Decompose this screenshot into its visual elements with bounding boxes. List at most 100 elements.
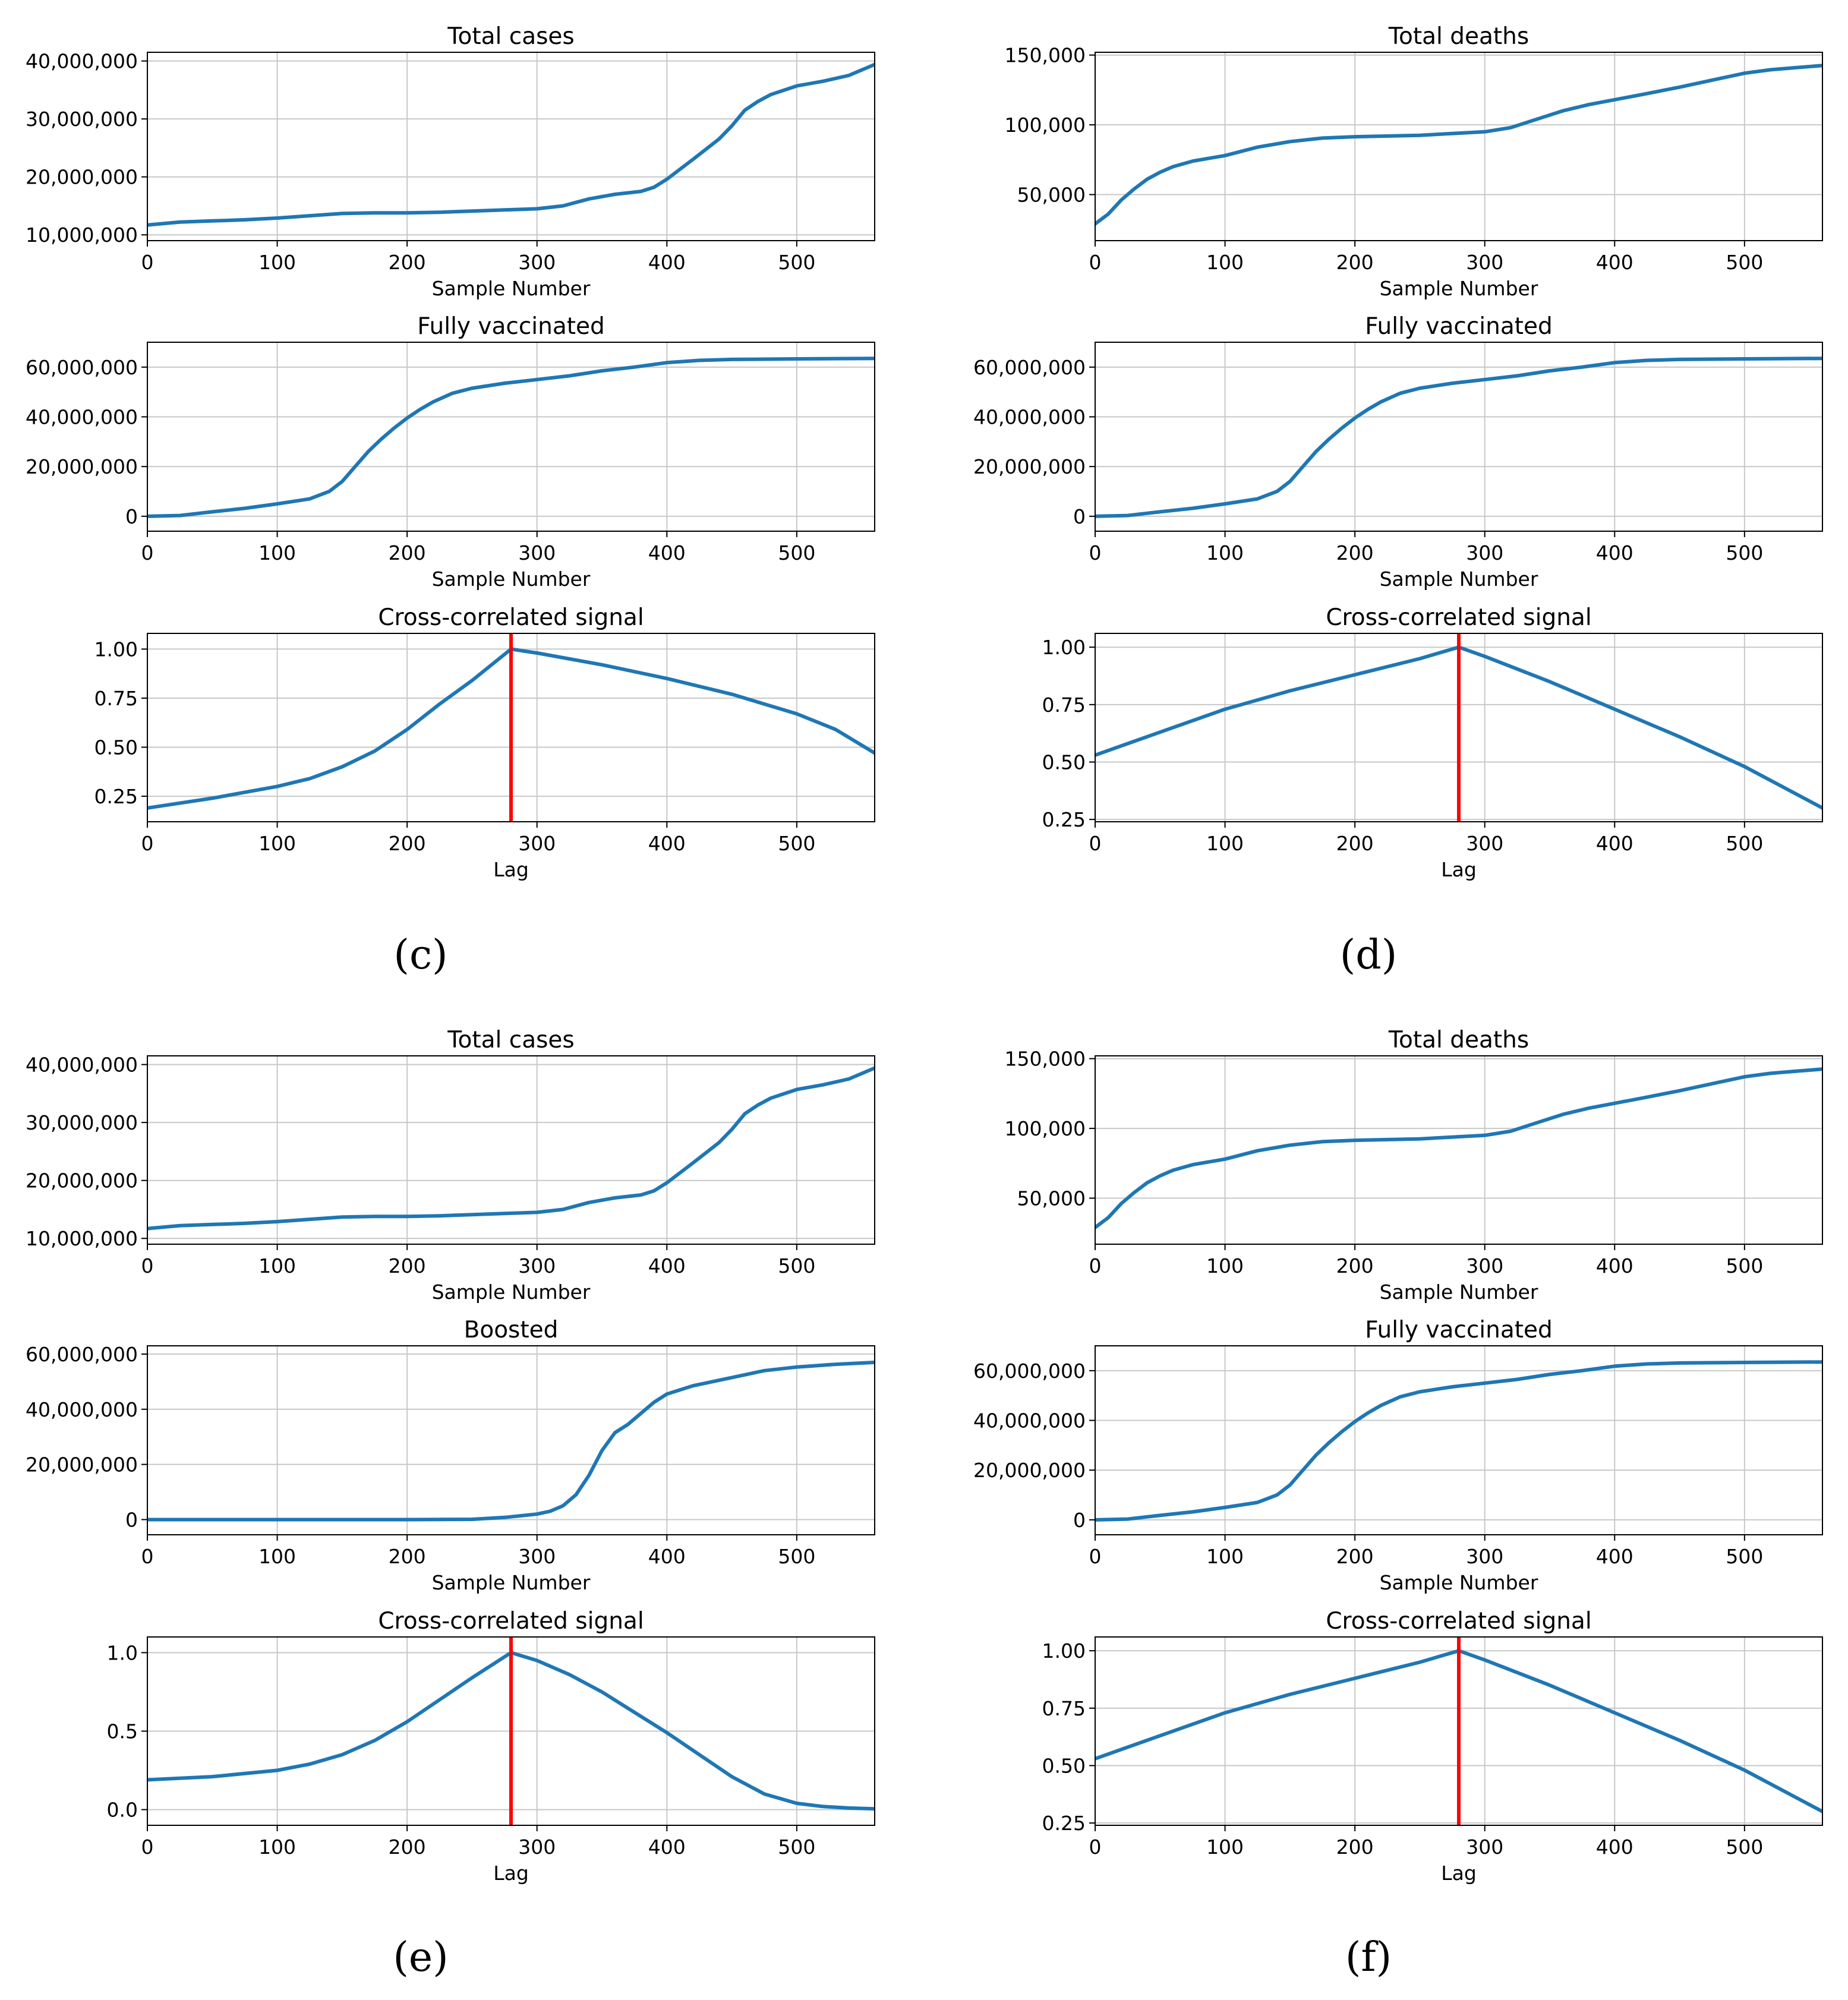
y-tick-label: 60,000,000 bbox=[26, 356, 138, 379]
y-tick-label: 20,000,000 bbox=[973, 1459, 1086, 1482]
axes-frame bbox=[1095, 1345, 1823, 1535]
x-axis-label: Lag bbox=[1441, 858, 1477, 881]
x-tick-label: 200 bbox=[389, 1835, 426, 1859]
x-tick-label: 100 bbox=[258, 541, 296, 564]
x-axis-label: Sample Number bbox=[1380, 567, 1538, 591]
x-axis-label: Sample Number bbox=[1380, 1571, 1538, 1594]
y-tick-label: 60,000,000 bbox=[26, 1343, 138, 1366]
x-tick-label: 200 bbox=[389, 541, 426, 564]
y-tick-label: 40,000,000 bbox=[26, 1053, 138, 1077]
y-tick-label: 30,000,000 bbox=[26, 108, 138, 131]
chart-panel: 0 100 200 300 400 500 0.25 0.50 0.75 1.00 Cross-co… bbox=[1042, 604, 1823, 881]
y-tick-label: 60,000,000 bbox=[973, 1359, 1086, 1383]
series-line bbox=[1095, 1360, 1822, 1522]
x-tick-label: 300 bbox=[518, 1835, 556, 1859]
x-tick-label: 300 bbox=[1466, 1835, 1503, 1859]
x-tick-label: 100 bbox=[258, 1545, 296, 1568]
series-line bbox=[147, 647, 875, 810]
y-tick-label: 0.0 bbox=[107, 1799, 138, 1822]
x-tick-label: 200 bbox=[389, 251, 426, 274]
x-tick-label: 200 bbox=[1336, 541, 1374, 564]
y-tick-label: 1.0 bbox=[107, 1641, 138, 1664]
x-tick-label: 400 bbox=[1596, 1545, 1633, 1568]
series-line bbox=[1095, 1067, 1822, 1229]
chart-title: Fully vaccinated bbox=[1365, 1317, 1553, 1343]
x-tick-label: 0 bbox=[141, 541, 154, 564]
x-tick-label: 300 bbox=[1466, 251, 1503, 274]
x-axis-label: Sample Number bbox=[432, 1571, 591, 1594]
axes-frame bbox=[147, 1345, 875, 1535]
x-tick-label: 400 bbox=[648, 832, 686, 855]
x-tick-label: 200 bbox=[389, 832, 426, 855]
y-tick-label: 1.00 bbox=[1042, 636, 1086, 659]
y-tick-label: 10,000,000 bbox=[26, 1227, 138, 1250]
x-axis-label: Lag bbox=[493, 1862, 529, 1885]
y-tick-label: 1.00 bbox=[94, 638, 138, 661]
y-tick-label: 1.00 bbox=[1042, 1639, 1086, 1663]
series-line bbox=[147, 357, 875, 518]
x-tick-label: 0 bbox=[1089, 1545, 1102, 1568]
series-line bbox=[147, 62, 875, 227]
y-tick-label: 40,000,000 bbox=[26, 406, 138, 429]
y-tick-label: 20,000,000 bbox=[973, 455, 1086, 478]
chart-panel: 0 100 200 300 400 500 50,000 100,000 150,000 Tota… bbox=[1005, 23, 1823, 300]
y-tick-label: 0 bbox=[125, 505, 138, 528]
y-tick-label: 50,000 bbox=[1017, 1187, 1086, 1210]
axes-frame bbox=[1095, 1636, 1823, 1826]
chart-panel: 0 100 200 300 400 500 0 20,000,000 40,000,000 60,… bbox=[973, 313, 1823, 591]
x-axis-label: Sample Number bbox=[432, 277, 591, 300]
panel-label-c: (c) bbox=[393, 932, 448, 979]
chart-panel: 0 100 200 300 400 500 10,000,000 20,000,000 30,0… bbox=[26, 1027, 875, 1304]
y-tick-label: 150,000 bbox=[1005, 1048, 1086, 1071]
x-tick-label: 500 bbox=[778, 1545, 815, 1568]
x-tick-label: 100 bbox=[1206, 1835, 1244, 1859]
chart-panel: 0 100 200 300 400 500 0.25 0.50 0.75 1.00 Cross-co… bbox=[94, 604, 875, 881]
y-tick-label: 0 bbox=[1073, 505, 1086, 528]
x-tick-label: 500 bbox=[778, 251, 815, 274]
x-tick-label: 400 bbox=[648, 1545, 686, 1568]
chart-panel: 0 100 200 300 400 500 0.0 0.5 1.0 Cross-correlate… bbox=[107, 1608, 875, 1885]
x-tick-label: 300 bbox=[1466, 832, 1503, 855]
x-axis-label: Sample Number bbox=[432, 567, 591, 591]
series-line bbox=[147, 1651, 875, 1811]
chart-title: Fully vaccinated bbox=[417, 313, 605, 340]
x-tick-label: 200 bbox=[1336, 1545, 1374, 1568]
x-tick-label: 300 bbox=[518, 832, 556, 855]
x-axis-label: Lag bbox=[493, 858, 529, 881]
y-tick-label: 30,000,000 bbox=[26, 1111, 138, 1134]
chart-title: Fully vaccinated bbox=[1365, 313, 1553, 340]
x-tick-label: 0 bbox=[141, 1545, 154, 1568]
x-tick-label: 300 bbox=[1466, 1254, 1503, 1277]
x-tick-label: 100 bbox=[1206, 1254, 1244, 1277]
y-tick-label: 0.25 bbox=[94, 785, 138, 808]
y-tick-label: 0.75 bbox=[1042, 1697, 1086, 1720]
y-tick-label: 60,000,000 bbox=[973, 356, 1086, 379]
panel-label-f: (f) bbox=[1345, 1934, 1392, 1981]
x-tick-label: 200 bbox=[1336, 1835, 1374, 1859]
x-tick-label: 400 bbox=[1596, 541, 1633, 564]
x-tick-label: 400 bbox=[648, 1835, 686, 1859]
x-tick-label: 0 bbox=[141, 832, 154, 855]
x-tick-label: 500 bbox=[1726, 1545, 1763, 1568]
chart-title: Total deaths bbox=[1388, 1027, 1529, 1053]
y-tick-label: 0.5 bbox=[107, 1720, 138, 1743]
y-tick-label: 40,000,000 bbox=[973, 406, 1086, 429]
x-tick-label: 100 bbox=[258, 1254, 296, 1277]
chart-panel: 0 100 200 300 400 500 0 20,000,000 40,000,000 60,… bbox=[26, 1317, 875, 1594]
chart-title: Boosted bbox=[464, 1317, 559, 1343]
y-tick-label: 0.50 bbox=[1042, 1754, 1086, 1777]
x-tick-label: 500 bbox=[1726, 1835, 1763, 1859]
x-tick-label: 0 bbox=[141, 1254, 154, 1277]
x-tick-label: 400 bbox=[1596, 1254, 1633, 1277]
y-tick-label: 0.50 bbox=[1042, 750, 1086, 774]
x-tick-label: 0 bbox=[141, 1835, 154, 1859]
panel-label-d: (d) bbox=[1339, 932, 1398, 979]
x-tick-label: 0 bbox=[1089, 541, 1102, 564]
x-tick-label: 500 bbox=[778, 1254, 815, 1277]
chart-title: Total cases bbox=[447, 23, 574, 50]
x-axis-label: Sample Number bbox=[1380, 1280, 1538, 1304]
chart-title: Total deaths bbox=[1388, 23, 1529, 50]
x-tick-label: 0 bbox=[1089, 251, 1102, 274]
y-tick-label: 0 bbox=[1073, 1509, 1086, 1532]
